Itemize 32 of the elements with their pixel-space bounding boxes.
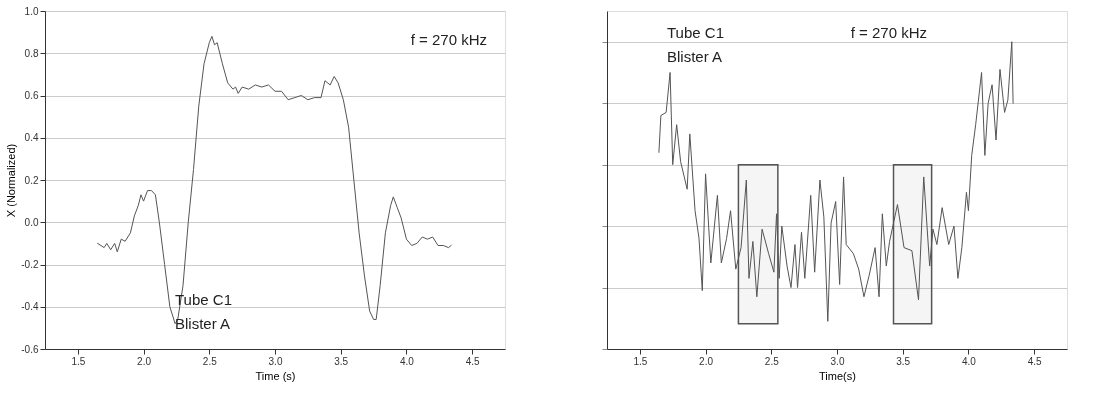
y-tick-label: -0.6 bbox=[21, 343, 39, 355]
x-tick-label: 1.5 bbox=[633, 355, 648, 367]
x-tick-label: 1.5 bbox=[71, 355, 86, 367]
x-tick-label: 4.0 bbox=[961, 355, 977, 367]
annotation: Tube C1 bbox=[175, 291, 232, 308]
text: f = 270 kHz bbox=[850, 24, 927, 41]
x-tick-label: 2.5 bbox=[764, 355, 780, 367]
x-tick-label: 3.5 bbox=[896, 355, 911, 367]
y-tick-label: -0.4 bbox=[21, 301, 39, 313]
x-tick-label: 3.0 bbox=[830, 355, 845, 367]
annotation: f = 270 kHz bbox=[410, 31, 487, 48]
x-tick-label: 4.5 bbox=[465, 355, 481, 367]
annotation: Blister A bbox=[667, 48, 723, 65]
y-tick-label: 0.6 bbox=[24, 90, 39, 101]
y-axis-title: X (Normalized) bbox=[5, 143, 18, 218]
x-tick-label: 2.0 bbox=[137, 355, 152, 367]
text: Tube C1 bbox=[667, 24, 724, 41]
y-tick-label: 0.8 bbox=[24, 47, 39, 59]
y-tick-label: 0.4 bbox=[24, 132, 39, 144]
y-tick-label: 0.0 bbox=[24, 216, 39, 228]
x-tick-label: 4.0 bbox=[399, 355, 415, 367]
x-axis-title: Time (s) bbox=[255, 369, 296, 382]
x-tick-label: 2.5 bbox=[202, 355, 218, 367]
y-tick-label: -0.2 bbox=[21, 259, 39, 270]
annotation: Blister A bbox=[175, 315, 231, 332]
y-tick-label: 0.2 bbox=[24, 174, 39, 186]
x-axis-title: Time(s) bbox=[819, 369, 856, 382]
x-tick-label: 3.0 bbox=[268, 355, 283, 367]
x-tick-label: 3.5 bbox=[334, 355, 349, 367]
x-tick-label: 2.0 bbox=[699, 355, 714, 367]
y-tick-label: 1.0 bbox=[24, 5, 39, 17]
x-tick-label: 4.5 bbox=[1027, 355, 1043, 367]
